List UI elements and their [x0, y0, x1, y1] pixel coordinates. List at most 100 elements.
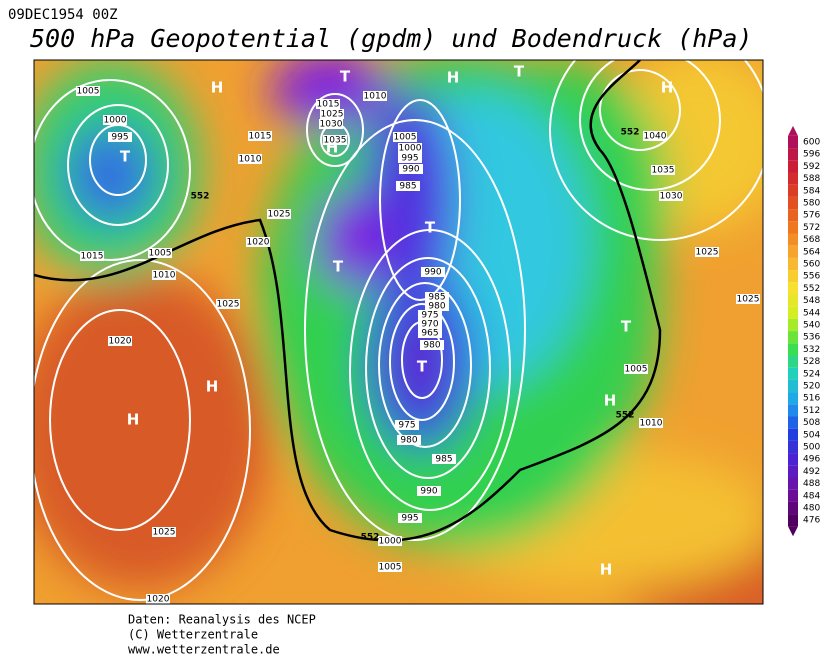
- label-bg: [378, 536, 402, 546]
- label-bg: [398, 513, 422, 523]
- isobar-label: 1025: [268, 210, 291, 220]
- colorbar-label: 488: [803, 479, 820, 489]
- label-bg: [643, 131, 667, 141]
- pressure-center: H: [600, 561, 613, 579]
- colorbar-cell: [788, 148, 798, 161]
- pressure-center: H: [211, 79, 224, 97]
- isobar-label: 1015: [249, 132, 272, 142]
- colorbar-label: 504: [803, 430, 820, 440]
- isobar-label: 985: [435, 455, 452, 465]
- isobar-label: 1020: [147, 595, 170, 605]
- isobar-label: 1000: [399, 144, 422, 154]
- footer-line: Daten: Reanalysis des NCEP: [128, 613, 316, 627]
- label-bg: [152, 527, 176, 537]
- colorbar-cell: [788, 343, 798, 356]
- isobar-label: 1020: [109, 337, 132, 347]
- pressure-center: T: [425, 219, 436, 237]
- colorbar-label: 524: [803, 369, 820, 379]
- isobar-label: 1025: [217, 300, 240, 310]
- isobar-label: 1005: [625, 365, 648, 375]
- label-bg: [624, 364, 648, 374]
- footer-line: www.wetterzentrale.de: [128, 643, 280, 656]
- colorbar-cell: [788, 453, 798, 466]
- label-bg: [659, 191, 683, 201]
- colorbar-label: 556: [803, 272, 820, 282]
- colorbar-cell: [788, 428, 798, 441]
- pressure-center: T: [621, 318, 632, 336]
- colorbar-label: 508: [803, 418, 820, 428]
- isobar-label: 1025: [321, 110, 344, 120]
- colorbar-cap: [788, 526, 798, 537]
- colorbar-cell: [788, 355, 798, 368]
- label-bg: [393, 132, 417, 142]
- colorbar-label: 600: [803, 138, 820, 148]
- colorbar-cell: [788, 306, 798, 319]
- colorbar-cell: [788, 282, 798, 295]
- isobar-label: 980: [423, 341, 440, 351]
- label-bg: [103, 115, 127, 125]
- isobar-label: 1025: [737, 295, 760, 305]
- label-bg: [319, 119, 343, 129]
- isobar-label: 1035: [324, 136, 347, 146]
- label-bg: [425, 301, 449, 311]
- colorbar-label: 528: [803, 357, 820, 367]
- label-bg: [80, 251, 104, 261]
- label-bg: [418, 328, 442, 338]
- isobar-label: 995: [111, 133, 128, 143]
- label-bg: [323, 135, 347, 145]
- isobar-label: 1000: [104, 116, 127, 126]
- label-bg: [420, 340, 444, 350]
- colorbar-label: 520: [803, 382, 820, 392]
- pressure-center: T: [514, 63, 525, 81]
- label-bg: [363, 91, 387, 101]
- pressure-center: H: [661, 79, 674, 97]
- label-bg: [399, 164, 423, 174]
- colorbar-cell: [788, 135, 798, 149]
- colorbar-label: 588: [803, 174, 820, 184]
- colorbar-cell: [788, 379, 798, 393]
- isobar-label: 1025: [696, 248, 719, 258]
- isobar-label: 965: [421, 329, 438, 339]
- colorbar-label: 544: [803, 308, 820, 318]
- isobar-label: 990: [420, 487, 437, 497]
- colorbar-label: 500: [803, 443, 820, 453]
- isobar-label: 1015: [81, 252, 104, 262]
- colorbar-cell: [788, 294, 798, 307]
- pressure-center: H: [127, 411, 140, 429]
- isobar-label: 1040: [644, 132, 667, 142]
- label-bg: [216, 299, 240, 309]
- colorbar-cell: [788, 465, 798, 478]
- isobar-label: 1030: [660, 192, 683, 202]
- isobar-label: 1010: [364, 92, 387, 102]
- colorbar-cell: [788, 367, 798, 380]
- label-bg: [76, 86, 100, 96]
- isobar-label: 990: [402, 165, 419, 175]
- colorbar-label: 480: [803, 504, 820, 514]
- colorbar-cell: [788, 184, 798, 197]
- label-bg: [248, 131, 272, 141]
- label-bg: [108, 336, 132, 346]
- colorbar-cell: [788, 331, 798, 344]
- contour-552: [34, 60, 662, 542]
- isobar-label: 1035: [652, 166, 675, 176]
- pressure-center: T: [333, 258, 344, 276]
- colorbar-cell: [788, 257, 798, 271]
- pressure-center: H: [447, 69, 460, 87]
- label-bg: [396, 181, 420, 191]
- isobar-label: 1030: [320, 120, 343, 130]
- colorbar-label: 540: [803, 321, 820, 331]
- colorbar-label: 536: [803, 333, 820, 343]
- isobar-label: 1000: [379, 537, 402, 547]
- label-bg: [320, 109, 344, 119]
- label-bg: [695, 247, 719, 257]
- pressure-center: H: [206, 378, 219, 396]
- colorbar-cell: [788, 416, 798, 429]
- label-bg: [425, 292, 449, 302]
- colorbar-cell: [788, 196, 798, 210]
- colorbar-cell: [788, 172, 798, 185]
- colorbar-cell: [788, 245, 798, 258]
- contour-label: 552: [621, 128, 640, 138]
- colorbar-cell: [788, 477, 798, 490]
